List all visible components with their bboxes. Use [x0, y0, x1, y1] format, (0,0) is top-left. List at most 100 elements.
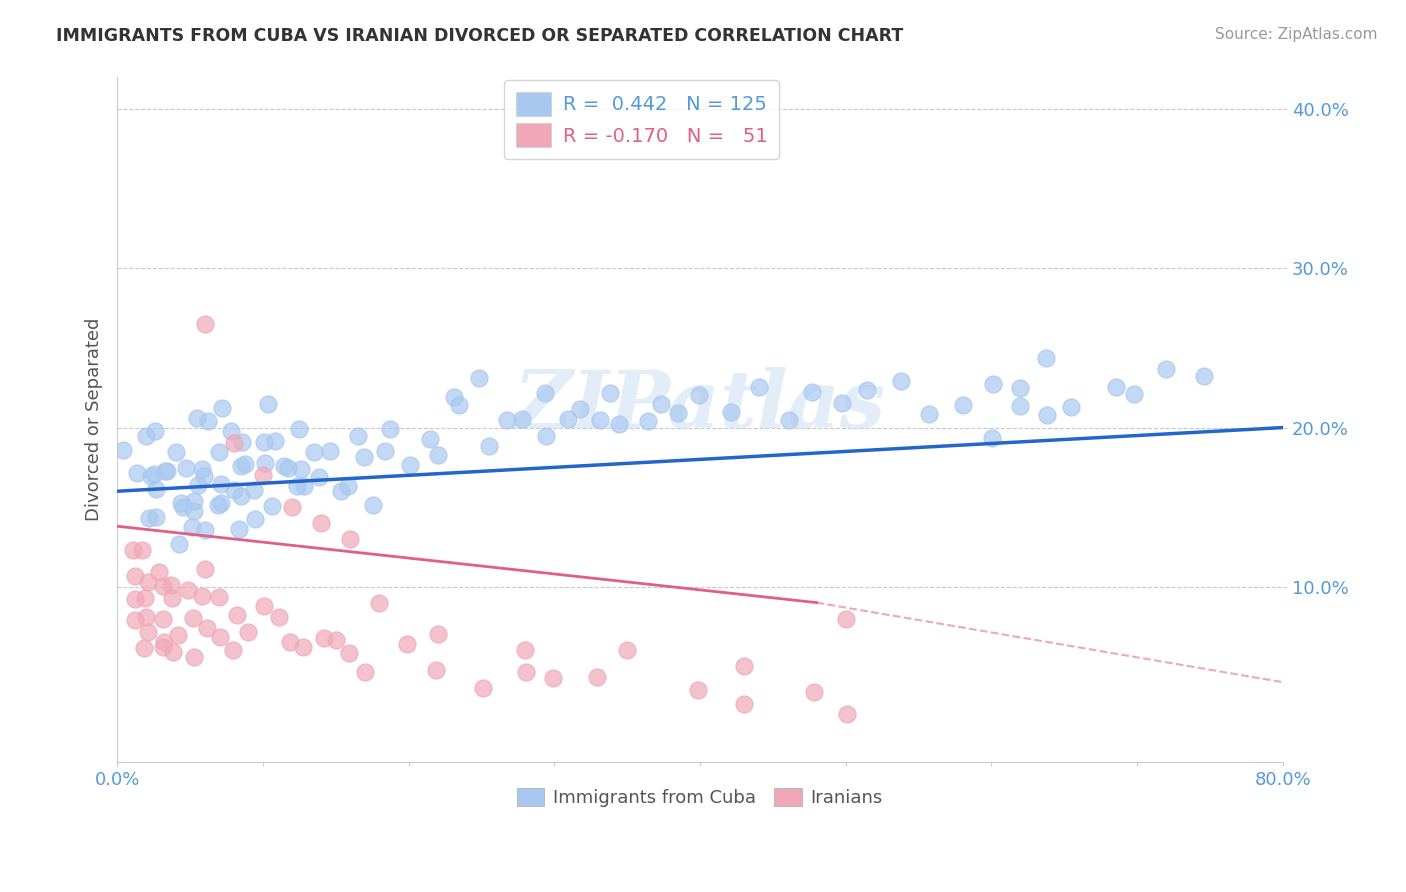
- Point: [1154, 362, 1177, 376]
- Point: [136, 624, 159, 639]
- Point: [134, 591, 156, 605]
- Point: [186, 410, 208, 425]
- Point: [285, 479, 308, 493]
- Point: [650, 397, 672, 411]
- Point: [177, 582, 200, 597]
- Legend: Immigrants from Cuba, Iranians: Immigrants from Cuba, Iranians: [510, 780, 890, 814]
- Point: [337, 646, 360, 660]
- Point: [589, 413, 612, 427]
- Y-axis label: Divorced or Separated: Divorced or Separated: [86, 318, 103, 521]
- Point: [153, 635, 176, 649]
- Point: [254, 456, 277, 470]
- Point: [399, 458, 422, 472]
- Point: [183, 503, 205, 517]
- Point: [778, 413, 800, 427]
- Point: [290, 462, 312, 476]
- Point: [162, 645, 184, 659]
- Point: [666, 406, 689, 420]
- Point: [1123, 387, 1146, 401]
- Point: [222, 643, 245, 657]
- Point: [330, 483, 353, 498]
- Point: [139, 469, 162, 483]
- Point: [302, 445, 325, 459]
- Point: [195, 621, 218, 635]
- Point: [224, 483, 246, 497]
- Point: [515, 665, 537, 680]
- Point: [510, 412, 533, 426]
- Point: [1060, 400, 1083, 414]
- Point: [980, 431, 1002, 445]
- Point: [219, 424, 242, 438]
- Point: [166, 628, 188, 642]
- Point: [616, 643, 638, 657]
- Point: [136, 574, 159, 589]
- Point: [238, 624, 260, 639]
- Point: [637, 414, 659, 428]
- Point: [281, 500, 304, 515]
- Point: [231, 489, 253, 503]
- Point: [264, 434, 287, 449]
- Point: [170, 496, 193, 510]
- Point: [156, 464, 179, 478]
- Point: [586, 670, 609, 684]
- Point: [165, 445, 187, 459]
- Point: [211, 401, 233, 415]
- Point: [536, 429, 558, 443]
- Point: [688, 388, 710, 402]
- Point: [312, 631, 335, 645]
- Point: [291, 640, 314, 655]
- Point: [292, 479, 315, 493]
- Point: [803, 685, 825, 699]
- Point: [145, 482, 167, 496]
- Point: [447, 398, 470, 412]
- Point: [148, 565, 170, 579]
- Point: [831, 396, 853, 410]
- Point: [734, 697, 756, 711]
- Point: [155, 464, 177, 478]
- Point: [273, 458, 295, 473]
- Point: [160, 591, 183, 606]
- Point: [183, 494, 205, 508]
- Point: [125, 467, 148, 481]
- Point: [981, 376, 1004, 391]
- Point: [353, 450, 375, 464]
- Point: [222, 436, 245, 450]
- Point: [229, 459, 252, 474]
- Point: [197, 414, 219, 428]
- Point: [308, 470, 330, 484]
- Point: [152, 640, 174, 654]
- Point: [183, 650, 205, 665]
- Point: [952, 399, 974, 413]
- Point: [378, 422, 401, 436]
- Point: [193, 469, 215, 483]
- Point: [187, 477, 209, 491]
- Point: [124, 613, 146, 627]
- Point: [262, 499, 284, 513]
- Point: [835, 706, 858, 721]
- Point: [337, 479, 360, 493]
- Point: [233, 458, 256, 472]
- Point: [478, 439, 501, 453]
- Point: [541, 671, 564, 685]
- Point: [363, 499, 385, 513]
- Point: [124, 569, 146, 583]
- Point: [253, 599, 276, 614]
- Point: [172, 500, 194, 514]
- Point: [496, 413, 519, 427]
- Point: [132, 640, 155, 655]
- Point: [1035, 351, 1057, 366]
- Point: [209, 496, 232, 510]
- Point: [515, 643, 537, 657]
- Point: [253, 434, 276, 449]
- Point: [835, 611, 858, 625]
- Point: [112, 443, 135, 458]
- Point: [471, 681, 494, 696]
- Point: [443, 390, 465, 404]
- Point: [918, 407, 941, 421]
- Point: [142, 467, 165, 481]
- Point: [231, 434, 253, 449]
- Point: [138, 511, 160, 525]
- Point: [267, 610, 290, 624]
- Point: [209, 630, 232, 644]
- Point: [228, 523, 250, 537]
